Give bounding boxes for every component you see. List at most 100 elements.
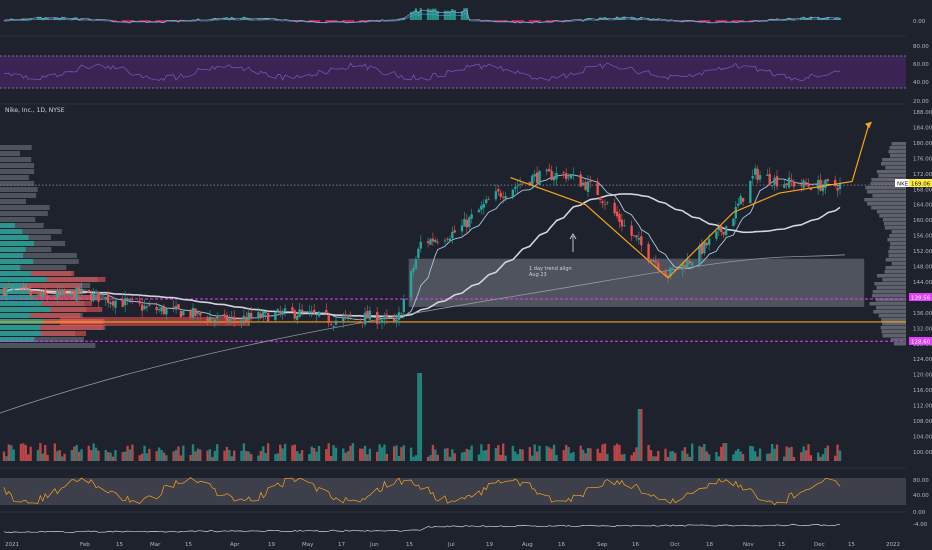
right-profile-bar bbox=[872, 290, 906, 294]
volume-bar bbox=[383, 444, 386, 461]
macd-bar bbox=[652, 18, 655, 20]
rsi-panel bbox=[3, 62, 841, 82]
macd-bar bbox=[603, 17, 607, 20]
macd-bar bbox=[351, 20, 355, 23]
candle-body bbox=[482, 203, 485, 208]
macd-bar bbox=[46, 17, 49, 20]
candle-body bbox=[603, 204, 607, 206]
volume-bar bbox=[143, 445, 146, 461]
right-profile-bar bbox=[889, 146, 906, 150]
candle-body bbox=[126, 298, 129, 301]
time-tick-label: Apr bbox=[230, 542, 240, 548]
volume-bar bbox=[431, 444, 435, 461]
volume-bar bbox=[60, 456, 64, 461]
macd-bar bbox=[790, 18, 793, 20]
price-tick-label: 172.00 bbox=[913, 172, 932, 178]
macd-bar bbox=[606, 18, 609, 20]
macd-bar bbox=[632, 17, 636, 20]
macd-bar bbox=[737, 20, 740, 23]
volume-bar bbox=[165, 455, 168, 461]
macd-bar bbox=[296, 20, 299, 22]
right-profile-bar bbox=[872, 294, 906, 298]
volume-bar bbox=[533, 444, 536, 461]
candle-body bbox=[567, 176, 570, 178]
candle-body bbox=[182, 311, 185, 316]
candle-body bbox=[497, 189, 500, 192]
volume-bar bbox=[545, 445, 548, 461]
macd-bar bbox=[514, 20, 517, 24]
macd-bar bbox=[531, 20, 534, 24]
candle-body bbox=[27, 289, 30, 291]
volume-bar bbox=[346, 451, 350, 461]
volume-bar bbox=[308, 454, 311, 461]
right-profile-bar bbox=[890, 242, 906, 246]
right-profile-bar bbox=[872, 194, 906, 198]
volume-bar bbox=[375, 451, 379, 461]
volume-bar bbox=[480, 444, 483, 461]
candle-body bbox=[259, 313, 263, 318]
macd-bar bbox=[833, 17, 837, 20]
projection-arrowhead bbox=[865, 121, 873, 129]
volume-bar bbox=[821, 454, 825, 461]
price-axis[interactable] bbox=[906, 0, 932, 550]
macd-bar bbox=[111, 20, 115, 22]
candle-body bbox=[327, 315, 330, 324]
candle-body bbox=[36, 293, 40, 295]
last-price-badge bbox=[909, 179, 932, 187]
candle-body bbox=[368, 310, 372, 320]
macd-tick-label: 0.00 bbox=[913, 19, 926, 25]
macd-bar bbox=[317, 20, 321, 23]
volume-bar bbox=[327, 443, 330, 461]
macd-bar bbox=[312, 20, 316, 22]
volume-bar bbox=[809, 455, 813, 461]
candle-body bbox=[2, 287, 6, 296]
volume-bar bbox=[5, 456, 8, 461]
volume-bar bbox=[487, 444, 490, 461]
candle-body bbox=[12, 289, 15, 290]
volume-bar bbox=[174, 450, 178, 461]
candle-body bbox=[669, 267, 672, 277]
candle-body bbox=[754, 168, 757, 175]
volume-bar bbox=[315, 451, 318, 461]
level-lower-label: 128.60 bbox=[911, 340, 931, 346]
macd-bar bbox=[809, 16, 813, 20]
macd-bar bbox=[325, 20, 328, 23]
right-profile-bar bbox=[882, 278, 906, 282]
profile-bar-up bbox=[0, 331, 42, 336]
volume-bar bbox=[601, 444, 604, 461]
volume-bar bbox=[349, 445, 352, 461]
volume-bar bbox=[189, 454, 192, 461]
candle-body bbox=[766, 174, 769, 176]
stoch-tick-label: 0.00 bbox=[913, 510, 926, 516]
right-profile-bar bbox=[891, 262, 906, 266]
time-tick-label: 2022 bbox=[886, 542, 900, 548]
macd-bar bbox=[533, 20, 536, 22]
volume-bar bbox=[111, 456, 115, 461]
volume-bar bbox=[213, 450, 216, 461]
volume-bar bbox=[567, 447, 570, 461]
volume-bar bbox=[366, 454, 369, 461]
candle-body bbox=[756, 168, 759, 180]
candle-body bbox=[700, 243, 704, 254]
profile-bar-down bbox=[27, 283, 83, 288]
candle-body bbox=[717, 227, 721, 231]
candle-body bbox=[802, 180, 805, 188]
volume-bar bbox=[225, 446, 229, 461]
volume-bar bbox=[494, 448, 498, 461]
candle-body bbox=[194, 308, 197, 316]
volume-bar bbox=[300, 450, 304, 461]
candle-body bbox=[683, 265, 687, 269]
volume-bar bbox=[770, 444, 774, 461]
volume-bar bbox=[664, 448, 667, 461]
volume-bar bbox=[363, 445, 367, 461]
volume-bar bbox=[41, 453, 44, 461]
volume-bar bbox=[63, 453, 66, 461]
volume-bar bbox=[804, 450, 808, 461]
candle-body bbox=[632, 235, 636, 237]
symbol-header[interactable]: Nike, Inc., 1D, NYSE bbox=[5, 107, 65, 114]
candle-body bbox=[584, 182, 587, 190]
candle-body bbox=[463, 218, 466, 227]
macd-bar bbox=[262, 18, 265, 20]
volume-bar bbox=[768, 453, 771, 461]
